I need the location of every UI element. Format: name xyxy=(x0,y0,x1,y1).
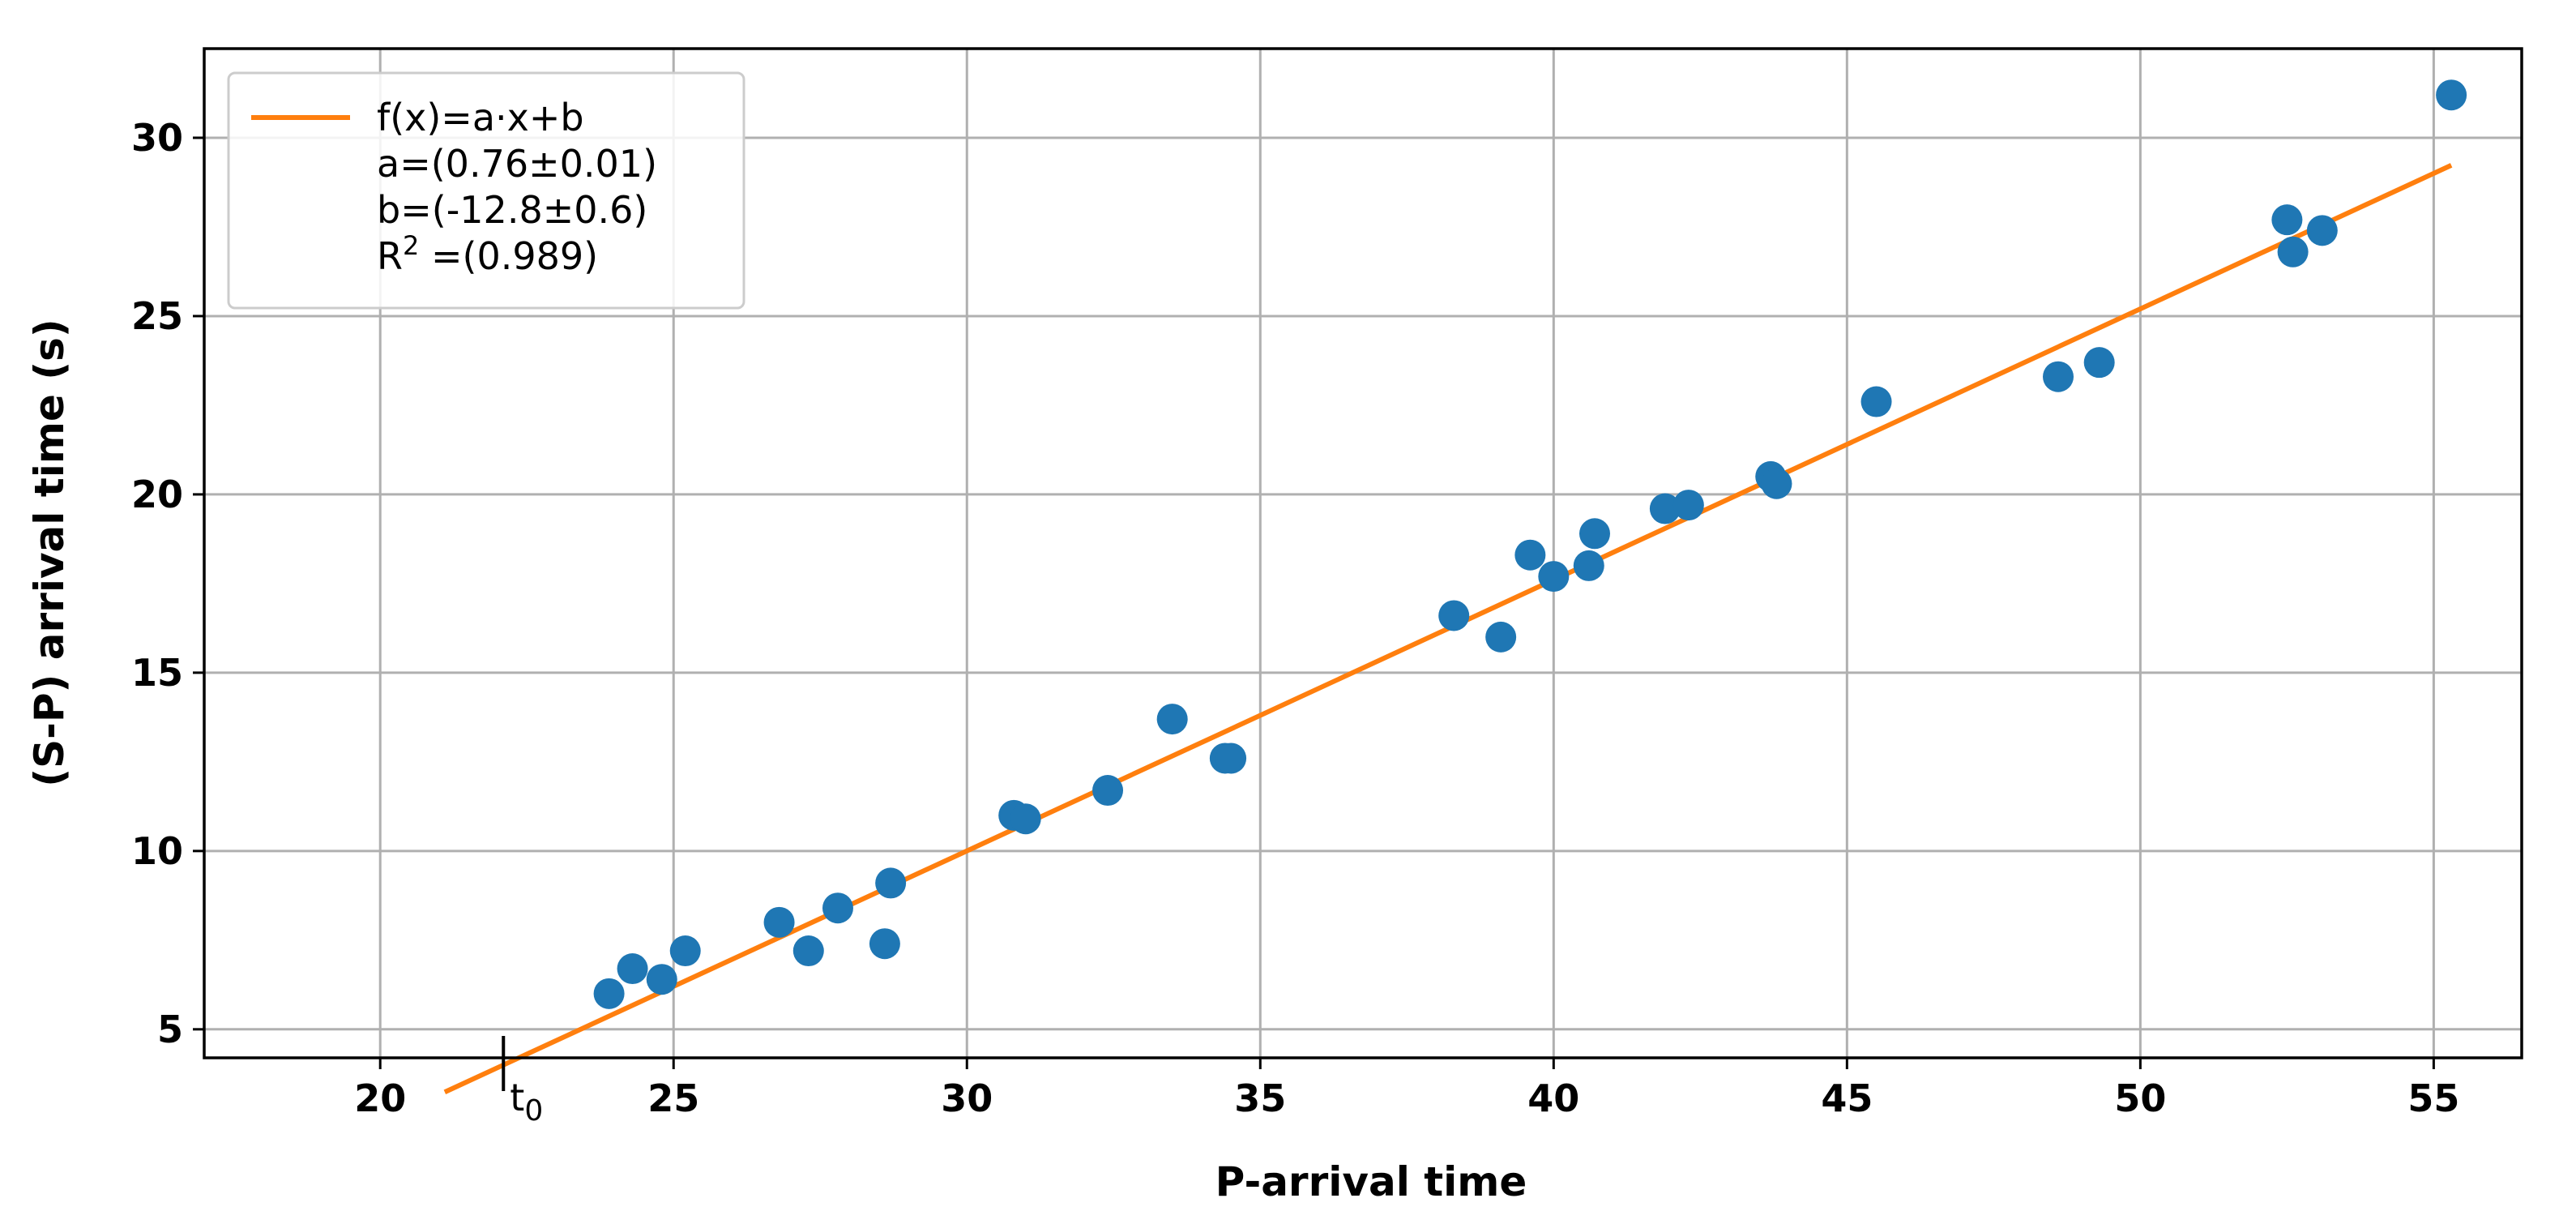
legend-param-b: b=(-12.8±0.6) xyxy=(377,188,647,232)
y-tick-label: 20 xyxy=(131,473,183,516)
x-tick-label: 20 xyxy=(354,1076,406,1120)
data-point xyxy=(2277,236,2309,267)
data-point xyxy=(1156,704,1188,735)
data-point xyxy=(1514,539,1546,571)
data-point xyxy=(1579,518,1610,550)
data-point xyxy=(1215,743,1247,774)
x-tick-label: 45 xyxy=(1821,1076,1873,1120)
y-tick-label: 5 xyxy=(157,1008,183,1051)
legend-r2-sup: 2 xyxy=(403,230,419,261)
y-tick-label: 10 xyxy=(131,829,183,873)
data-point xyxy=(763,906,795,938)
legend: f(x)=a·x+b a=(0.76±0.01) b=(-12.8±0.6) R… xyxy=(227,71,745,310)
y-tick-label: 30 xyxy=(131,116,183,160)
data-point xyxy=(875,867,907,899)
y-tick-label: 15 xyxy=(131,651,183,695)
data-point xyxy=(822,892,853,924)
t0-annotation: t0 xyxy=(502,1036,543,1128)
legend-entry: f(x)=a·x+b xyxy=(377,96,584,139)
y-tick-label: 25 xyxy=(131,294,183,338)
data-point xyxy=(2306,215,2338,246)
t0-label-main: t xyxy=(510,1076,524,1119)
legend-r2-value: =(0.989) xyxy=(419,234,598,278)
data-point xyxy=(2043,361,2074,392)
data-point xyxy=(2083,347,2115,379)
y-axis-label: (S-P) arrival time (s) xyxy=(26,319,73,787)
x-tick-label: 50 xyxy=(2114,1076,2166,1120)
data-point xyxy=(1092,775,1124,807)
plot-frame xyxy=(203,47,2523,1059)
data-point xyxy=(1485,621,1517,653)
data-point xyxy=(1649,493,1681,524)
data-point xyxy=(1761,468,1792,499)
data-point xyxy=(2271,204,2303,236)
data-point xyxy=(1860,386,1892,417)
data-points xyxy=(593,79,2467,1009)
data-point xyxy=(1438,600,1470,631)
x-tick-label: 55 xyxy=(2407,1076,2459,1120)
legend-r2: R2 =(0.989) xyxy=(377,230,598,278)
x-tick-label: 30 xyxy=(941,1076,993,1120)
legend-param-a: a=(0.76±0.01) xyxy=(377,142,657,186)
t0-label: t0 xyxy=(510,1076,543,1128)
x-tick-label: 35 xyxy=(1234,1076,1286,1120)
data-point xyxy=(1538,561,1570,593)
data-point xyxy=(1672,490,1704,521)
data-point xyxy=(617,953,648,985)
x-tick-label: 40 xyxy=(1527,1076,1579,1120)
data-point xyxy=(2436,79,2467,111)
legend-box xyxy=(227,71,745,310)
data-point xyxy=(593,978,625,1009)
t0-label-sub: 0 xyxy=(524,1094,543,1128)
data-point xyxy=(792,935,824,967)
legend-r2-prefix: R xyxy=(377,234,403,278)
x-tick-label: 25 xyxy=(647,1076,699,1120)
data-point xyxy=(869,928,900,960)
x-axis-label: P-arrival time xyxy=(1215,1158,1527,1205)
data-point xyxy=(1573,550,1604,581)
data-point xyxy=(669,935,701,967)
data-point xyxy=(1010,803,1041,835)
data-point xyxy=(646,964,677,995)
